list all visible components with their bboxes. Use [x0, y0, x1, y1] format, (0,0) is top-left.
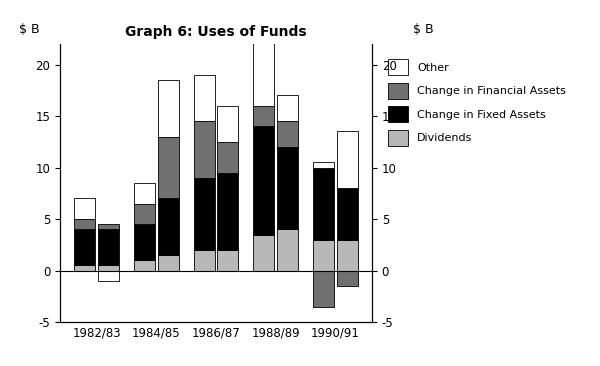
- Bar: [98, 265, 119, 270]
- Text: $ B: $ B: [413, 23, 433, 36]
- Bar: [134, 183, 155, 203]
- Bar: [313, 163, 334, 168]
- Bar: [158, 137, 179, 198]
- Bar: [134, 203, 155, 224]
- Legend: Other, Change in Financial Assets, Change in Fixed Assets, Dividends: Other, Change in Financial Assets, Chang…: [384, 55, 571, 150]
- Bar: [253, 106, 274, 126]
- Bar: [194, 121, 215, 178]
- Bar: [134, 260, 155, 270]
- Bar: [158, 80, 179, 137]
- Bar: [217, 142, 238, 173]
- Bar: [217, 106, 238, 142]
- Bar: [74, 229, 95, 265]
- Bar: [253, 235, 274, 270]
- Bar: [194, 178, 215, 250]
- Bar: [98, 270, 119, 281]
- Bar: [217, 250, 238, 270]
- Bar: [158, 255, 179, 270]
- Bar: [194, 250, 215, 270]
- Bar: [98, 224, 119, 229]
- Bar: [337, 240, 358, 270]
- Bar: [337, 188, 358, 240]
- Bar: [74, 265, 95, 270]
- Bar: [134, 224, 155, 260]
- Bar: [313, 168, 334, 240]
- Title: Graph 6: Uses of Funds: Graph 6: Uses of Funds: [125, 25, 307, 38]
- Bar: [158, 198, 179, 255]
- Bar: [194, 75, 215, 121]
- Bar: [337, 270, 358, 286]
- Bar: [313, 240, 334, 270]
- Bar: [313, 270, 334, 307]
- Bar: [277, 147, 298, 229]
- Bar: [277, 229, 298, 270]
- Bar: [74, 198, 95, 219]
- Text: $ B: $ B: [19, 23, 40, 36]
- Bar: [253, 126, 274, 235]
- Bar: [217, 173, 238, 250]
- Bar: [74, 219, 95, 229]
- Bar: [337, 131, 358, 188]
- Bar: [98, 229, 119, 265]
- Bar: [277, 121, 298, 147]
- Bar: [277, 96, 298, 121]
- Bar: [253, 39, 274, 106]
